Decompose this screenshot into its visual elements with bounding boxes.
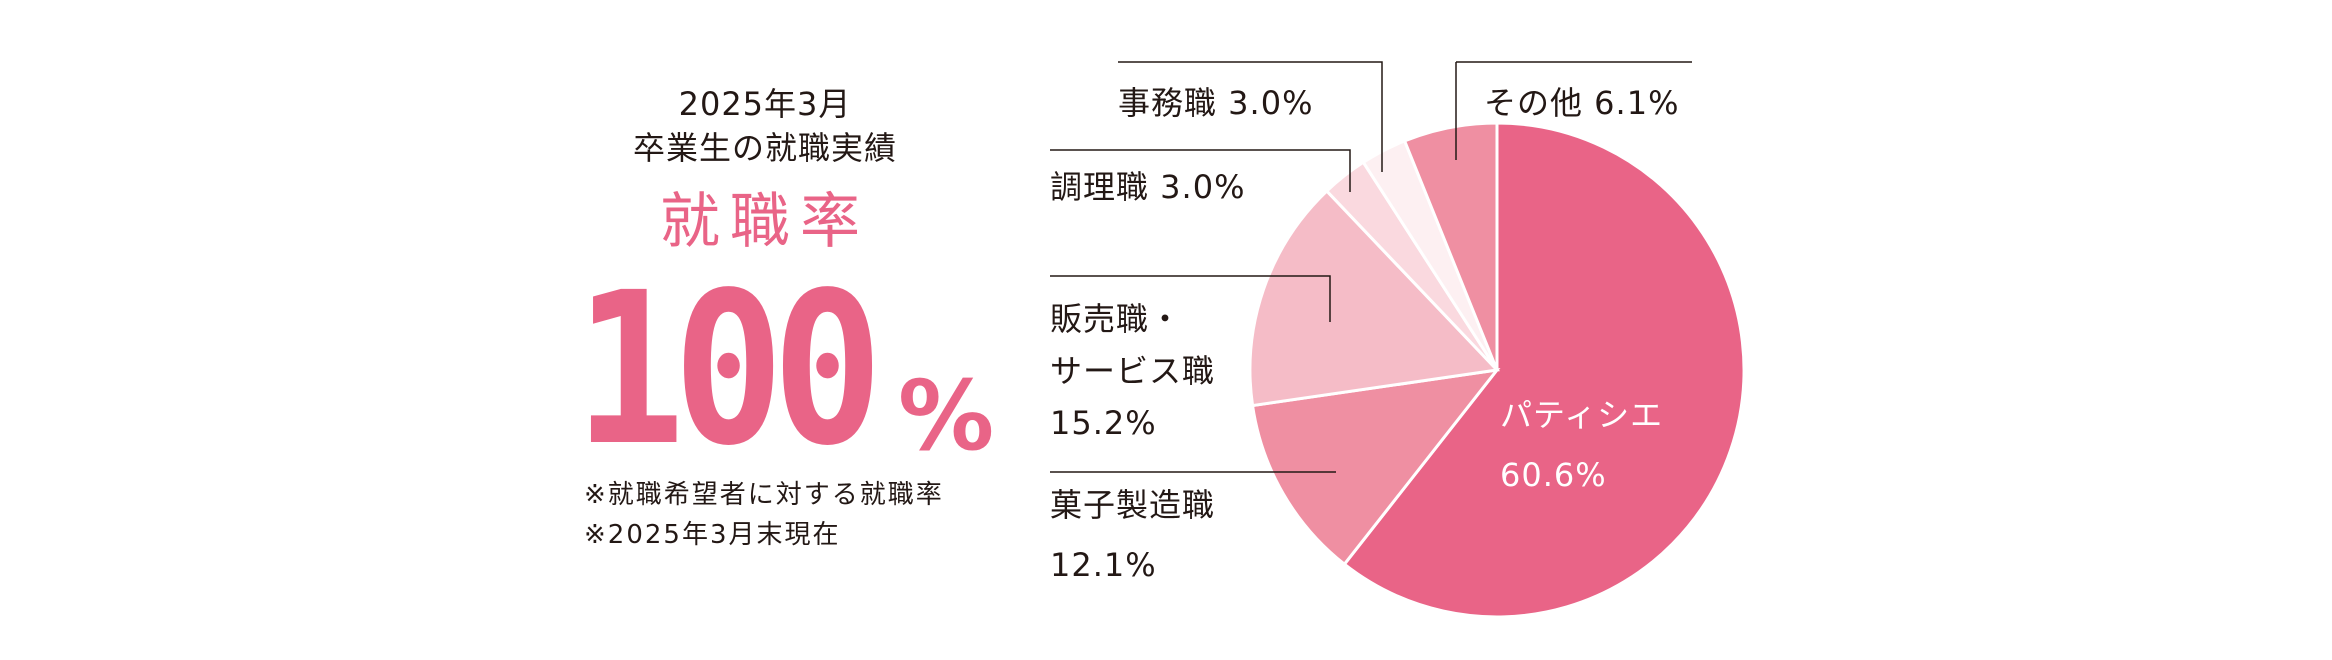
pie-label-3: 調理職 3.0%	[1050, 168, 1245, 206]
pie-label-4: 事務職 3.0%	[1118, 84, 1313, 122]
pie-labels: パティシエ 60.6% 菓子製造職 12.1% 販売職・サービス職 15.2% 調理職 3.…	[1050, 84, 1679, 584]
pie-slice-0	[1342, 121, 1746, 619]
pie-leader-lines	[1050, 61, 1692, 473]
note-as-of-date: ※2025年3月末現在	[584, 520, 841, 550]
leader-line-4	[1118, 61, 1383, 172]
pie-label-0-line-0: パティシエ	[1500, 396, 1663, 434]
employment-summary: 2025年3月 卒業生の就職実績 就職率 100 % ※就職希望者に対する就職率…	[0, 0, 1000, 660]
pie-label-2-line-0: 販売職・	[1050, 300, 1182, 338]
employment-rate-unit: %	[898, 360, 995, 472]
heading-line-1: 2025年3月	[678, 85, 852, 123]
leader-line-2	[1050, 275, 1331, 322]
heading-line-2: 卒業生の就職実績	[632, 129, 897, 167]
pie-slice-1	[1250, 367, 1501, 567]
pie-slice-5	[1402, 121, 1499, 371]
employment-rate-label: 就職率	[660, 187, 870, 257]
pie-label-1-line-0: 菓子製造職	[1050, 486, 1215, 524]
note-rate-basis: ※就職希望者に対する就職率	[584, 480, 944, 510]
pie-slices	[1248, 121, 1746, 619]
leader-line-3	[1050, 149, 1351, 192]
pie-label-2-line-1: サービス職	[1050, 352, 1215, 390]
pie-label-5: その他 6.1%	[1484, 84, 1679, 122]
employment-rate-value: 100	[574, 247, 883, 492]
pie-percent-2: 15.2%	[1050, 404, 1157, 442]
pie-percent-1: 12.1%	[1050, 546, 1157, 584]
pie-slice-2	[1248, 188, 1501, 408]
pie-percent-0: 60.6%	[1500, 456, 1607, 494]
